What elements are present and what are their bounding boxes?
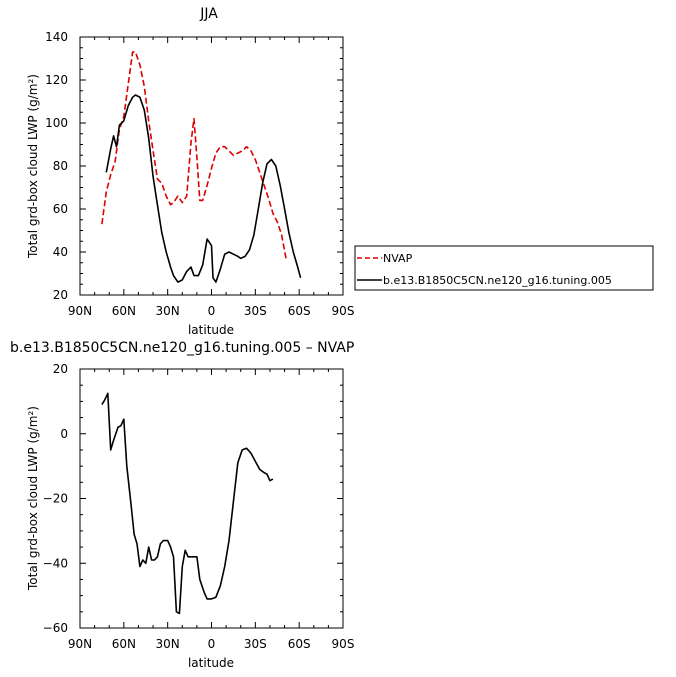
bottom-x-tick-label: 90S bbox=[332, 637, 355, 651]
top-y-tick-label: 140 bbox=[45, 30, 68, 44]
bottom-y-tick-label: 20 bbox=[53, 362, 68, 376]
top-y-tick-label: 80 bbox=[53, 159, 68, 173]
top-chart-title: JJA bbox=[199, 6, 218, 22]
top-y-tick-label: 120 bbox=[45, 73, 68, 87]
top-y-tick-label: 20 bbox=[53, 288, 68, 302]
legend-label-nvap: NVAP bbox=[383, 252, 413, 265]
bottom-y-tick-label: −40 bbox=[43, 556, 68, 570]
bottom-x-tick-label: 30N bbox=[156, 637, 180, 651]
top-y-tick-label: 100 bbox=[45, 116, 68, 130]
top-chart: JJA 90N 60N 30N 0 30S 60S 90S 20 40 60 80 100 120 140… bbox=[26, 6, 354, 337]
bottom-plot-frame bbox=[79, 368, 344, 629]
top-x-axis-title: latitude bbox=[188, 323, 234, 337]
top-x-tick-label: 0 bbox=[208, 304, 216, 318]
legend-label-model: b.e13.B1850C5CN.ne120_g16.tuning.005 bbox=[383, 274, 612, 287]
chart-legend: NVAP b.e13.B1850C5CN.ne120_g16.tuning.00… bbox=[354, 245, 654, 291]
top-x-tick-label: 60N bbox=[112, 304, 136, 318]
bottom-chart-title: b.e13.B1850C5CN.ne120_g16.tuning.005 – N… bbox=[10, 340, 354, 356]
bottom-series-lines bbox=[101, 392, 274, 615]
top-x-tick-label: 90N bbox=[68, 304, 92, 318]
top-y-tick-label: 60 bbox=[53, 202, 68, 216]
bottom-series-line-diff bbox=[101, 392, 274, 615]
bottom-x-tick-label: 0 bbox=[208, 637, 216, 651]
top-axis-ticks: 90N 60N 30N 0 30S 60S 90S 20 40 60 80 100 120 140 bbox=[45, 30, 354, 318]
top-series-line-nvap bbox=[101, 51, 287, 259]
bottom-x-tick-label: 60N bbox=[112, 637, 136, 651]
top-y-tick-label: 40 bbox=[53, 245, 68, 259]
bottom-y-axis-title: Total grd-box cloud LWP (g/m²) bbox=[26, 406, 40, 591]
top-y-axis-title: Total grd-box cloud LWP (g/m²) bbox=[26, 74, 40, 259]
bottom-x-tick-label: 60S bbox=[288, 637, 311, 651]
top-x-tick-label: 60S bbox=[288, 304, 311, 318]
bottom-y-tick-label: −20 bbox=[43, 492, 68, 506]
bottom-y-tick-label: 0 bbox=[60, 427, 68, 441]
legend-box bbox=[354, 245, 654, 291]
top-x-tick-label: 30N bbox=[156, 304, 180, 318]
top-series-line-b-e13-b1850c5cn-ne120-g16-tuning-005 bbox=[105, 94, 302, 283]
bottom-x-tick-label: 30S bbox=[244, 637, 267, 651]
bottom-x-tick-label: 90N bbox=[68, 637, 92, 651]
top-series-lines bbox=[101, 51, 302, 283]
bottom-y-tick-label: −60 bbox=[43, 621, 68, 635]
top-x-tick-label: 30S bbox=[244, 304, 267, 318]
bottom-chart: b.e13.B1850C5CN.ne120_g16.tuning.005 – N… bbox=[10, 340, 354, 670]
top-x-tick-label: 90S bbox=[332, 304, 355, 318]
bottom-axis-ticks: 90N 60N 30N 0 30S 60S 90S −60 −40 −20 0 20 bbox=[43, 362, 355, 651]
bottom-x-axis-title: latitude bbox=[188, 656, 234, 670]
